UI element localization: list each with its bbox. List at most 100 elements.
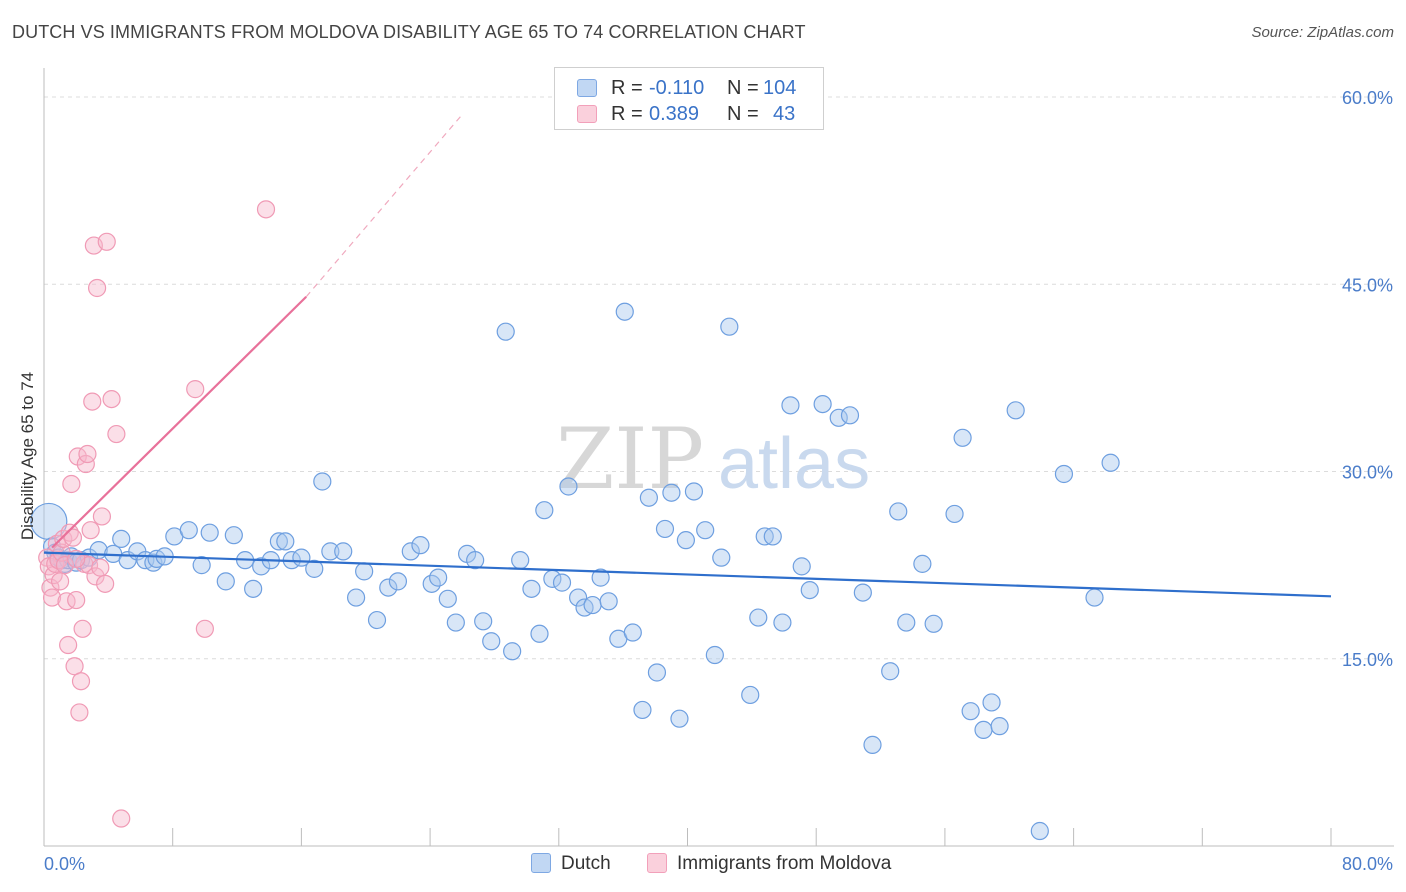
dutch-point	[670, 709, 689, 728]
dutch-point	[179, 521, 198, 540]
dutch-point	[503, 642, 522, 661]
moldova-point	[73, 619, 92, 638]
dutch-point	[466, 551, 485, 570]
dutch-point	[379, 578, 398, 597]
dutch-point	[334, 542, 353, 561]
dutch-point	[496, 322, 515, 341]
dutch-point	[522, 579, 541, 598]
bottom-legend-label-moldova: Immigrants from Moldova	[677, 853, 892, 874]
y-tick-label: 15.0%	[1342, 650, 1393, 670]
moldova-point	[186, 380, 205, 399]
dutch-point	[881, 662, 900, 681]
dutch-point	[647, 663, 667, 682]
dutch-point	[583, 595, 602, 615]
dutch-point	[559, 477, 578, 496]
dutch-point	[961, 702, 980, 721]
legend-r-label: R =	[611, 77, 643, 99]
moldova-point	[107, 424, 126, 444]
dutch-point	[112, 529, 131, 549]
legend-n-value: 104	[763, 77, 797, 99]
dutch-point	[535, 501, 554, 520]
trend-lines	[43, 114, 1332, 598]
y-tick-labels: 15.0% 30.0% 45.0% 60.0%	[1342, 88, 1393, 670]
moldova-point	[83, 392, 102, 411]
dutch-point	[623, 623, 642, 642]
moldova-point	[63, 528, 83, 547]
dutch-point	[639, 488, 658, 507]
dutch-point	[924, 614, 943, 633]
dutch-point	[829, 408, 848, 427]
dutch-point	[655, 519, 675, 539]
legend-swatch-moldova	[577, 105, 597, 123]
moldova-point	[81, 521, 100, 540]
dutch-point	[863, 735, 882, 754]
legend-n-value: 43	[773, 103, 796, 125]
moldova-point	[67, 590, 86, 610]
legend: R = -0.110 N = 104 R = 0.389 N = 43	[554, 67, 824, 130]
dutch-point	[446, 613, 465, 632]
legend-swatch-dutch	[577, 79, 597, 97]
moldova-point	[70, 703, 89, 722]
dutch-point	[982, 693, 1001, 712]
chart-title: DUTCH VS IMMIGRANTS FROM MOLDOVA DISABIL…	[12, 22, 806, 42]
dutch-point	[662, 483, 681, 502]
moldova-point	[71, 672, 91, 691]
dutch-point	[599, 592, 618, 611]
legend-n-label: N =	[727, 77, 759, 99]
moldova-point	[96, 574, 115, 593]
dutch-point	[696, 521, 715, 540]
dutch-point	[712, 548, 731, 567]
dutch-point	[530, 624, 549, 643]
dutch-point	[429, 568, 448, 587]
x-tick-label: 0.0%	[44, 854, 85, 874]
dutch-point	[1054, 464, 1074, 484]
dutch-point	[800, 580, 819, 600]
dutch-point	[615, 302, 634, 321]
dutch-point	[1030, 821, 1049, 841]
moldova-point	[59, 635, 78, 655]
moldova-point	[86, 567, 105, 586]
dutch-point	[474, 612, 493, 631]
dutch-point	[411, 536, 430, 555]
dutch-point	[749, 608, 768, 627]
dutch-point	[401, 542, 420, 561]
y-tick-label: 60.0%	[1342, 88, 1393, 108]
dutch-point	[633, 700, 652, 720]
moldova-point	[112, 809, 131, 828]
dutch-point	[367, 610, 387, 630]
moldova-point	[55, 556, 75, 575]
moldova-point	[78, 444, 97, 464]
dutch-point	[591, 568, 610, 587]
dutch-point	[355, 562, 374, 581]
dutch-point	[346, 588, 366, 607]
x-tick-labels: 0.0% 80.0%	[44, 854, 1393, 874]
dutch-point	[853, 583, 872, 602]
axes	[43, 68, 1394, 847]
dutch-point	[30, 502, 68, 541]
dutch-point	[305, 559, 324, 578]
dutch-point	[840, 406, 860, 425]
moldova-point	[92, 507, 112, 526]
legend-r-value: 0.389	[649, 103, 700, 125]
dutch-point	[684, 482, 704, 501]
moldova-trend-extension	[305, 114, 463, 298]
source-credit: Source: ZipAtlas.com	[1251, 24, 1394, 41]
dutch-point	[676, 531, 695, 550]
dutch-point	[773, 613, 792, 632]
series-moldova	[38, 200, 276, 828]
dutch-point	[252, 557, 271, 576]
dutch-point	[889, 502, 908, 521]
dutch-point	[244, 579, 263, 598]
y-tick-label: 45.0%	[1342, 275, 1393, 295]
moldova-point	[91, 558, 110, 577]
dutch-point	[552, 573, 572, 592]
dutch-point	[990, 717, 1009, 736]
dutch-point	[224, 526, 243, 545]
dutch-point	[705, 645, 724, 665]
bottom-legend-label-dutch: Dutch	[561, 853, 611, 874]
legend-r-label: R =	[611, 103, 643, 125]
legend-r-value: -0.110	[649, 77, 705, 99]
y-tick-label: 30.0%	[1342, 463, 1393, 483]
dutch-point	[897, 613, 916, 632]
